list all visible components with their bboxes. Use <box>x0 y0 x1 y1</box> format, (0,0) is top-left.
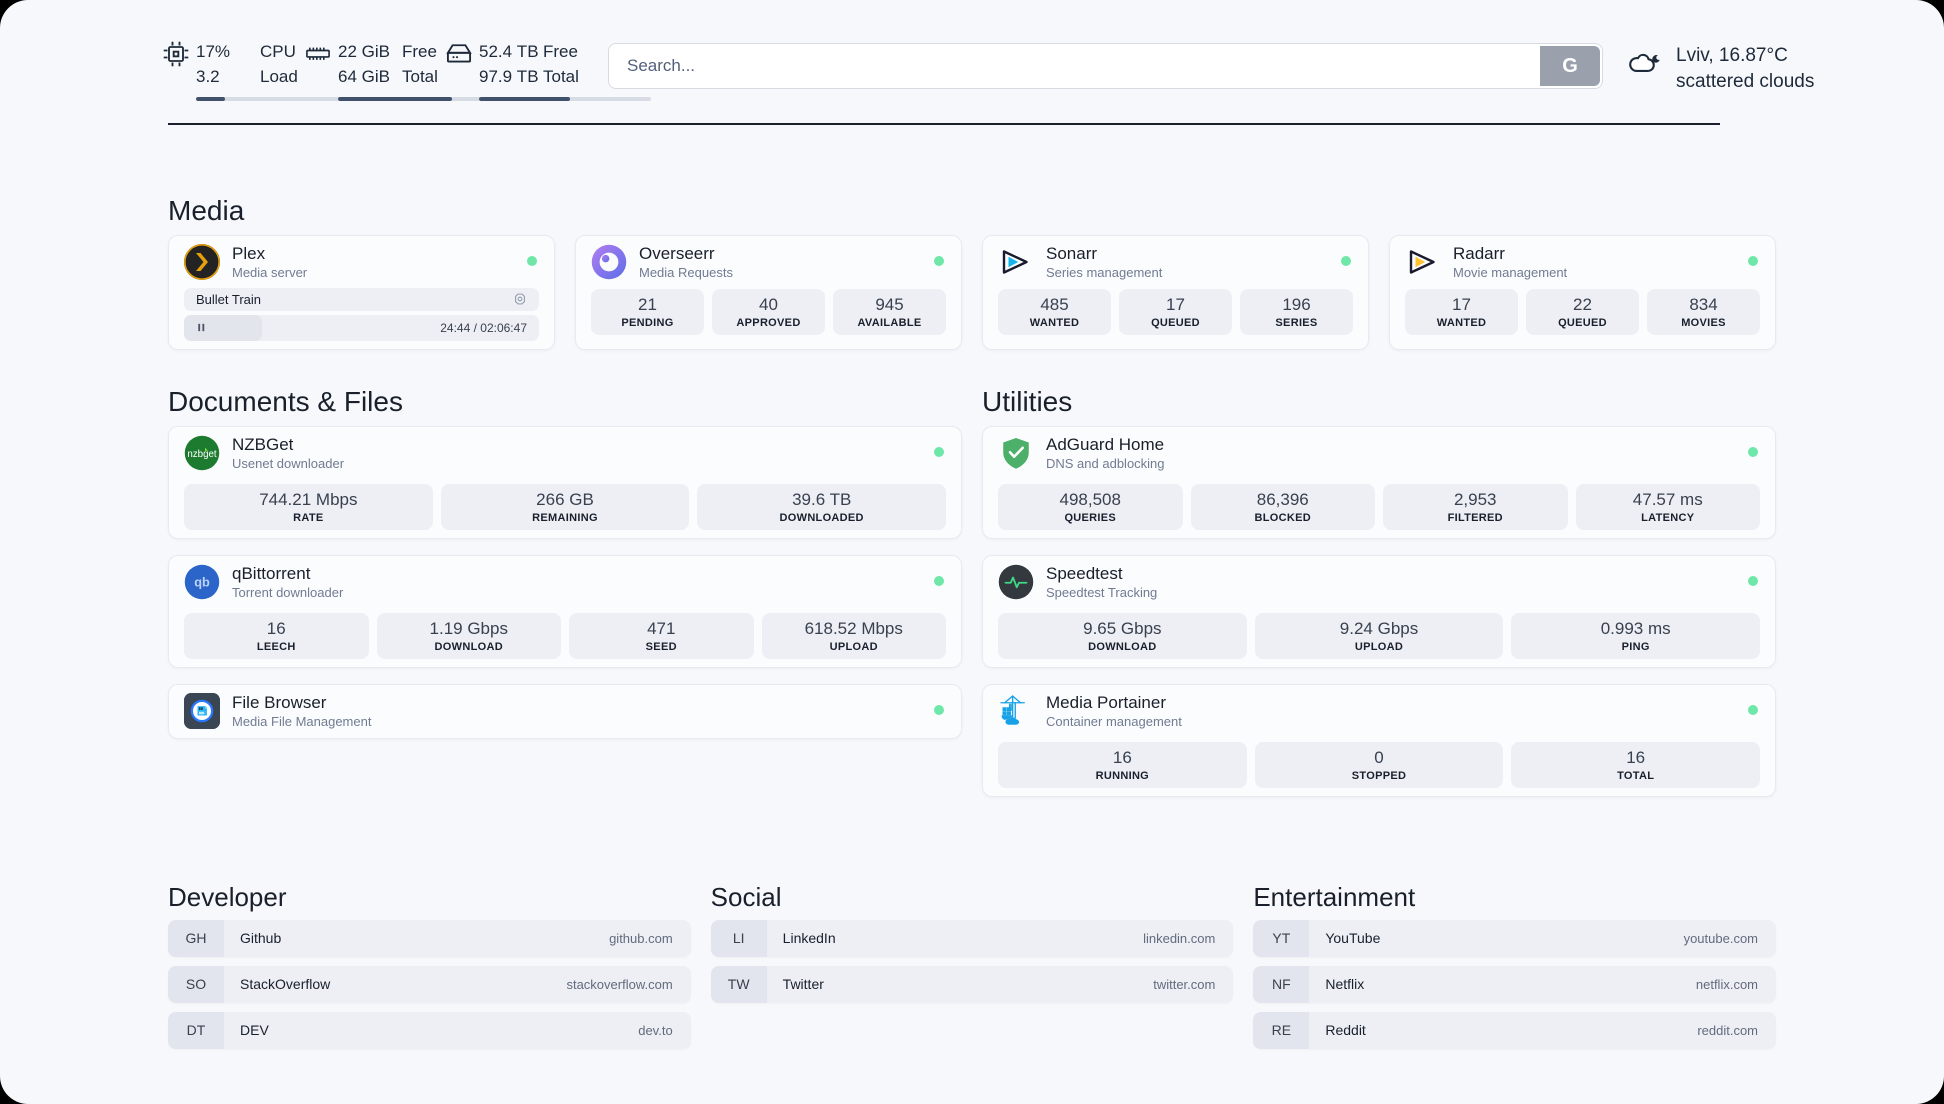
svg-text:nzbget: nzbget <box>187 449 217 460</box>
svg-text:qb: qb <box>194 575 210 590</box>
